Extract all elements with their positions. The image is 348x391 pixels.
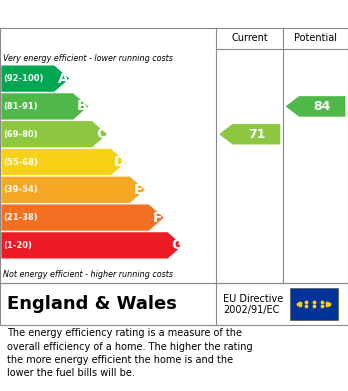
Text: (39-54): (39-54) bbox=[3, 185, 38, 194]
Text: (92-100): (92-100) bbox=[3, 74, 44, 83]
Text: (81-91): (81-91) bbox=[3, 102, 38, 111]
Polygon shape bbox=[1, 121, 107, 147]
Text: (69-80): (69-80) bbox=[3, 130, 38, 139]
Text: F: F bbox=[153, 211, 163, 224]
Text: (21-38): (21-38) bbox=[3, 213, 38, 222]
Text: 84: 84 bbox=[314, 100, 331, 113]
Polygon shape bbox=[1, 204, 164, 231]
Polygon shape bbox=[1, 149, 126, 175]
Text: D: D bbox=[114, 155, 126, 169]
Polygon shape bbox=[1, 65, 69, 92]
Polygon shape bbox=[1, 93, 88, 120]
Text: 2002/91/EC: 2002/91/EC bbox=[223, 305, 280, 315]
Polygon shape bbox=[219, 124, 280, 144]
Text: B: B bbox=[77, 99, 87, 113]
Text: EU Directive: EU Directive bbox=[223, 294, 284, 304]
Text: G: G bbox=[171, 239, 182, 252]
Text: Current: Current bbox=[231, 34, 268, 43]
Text: (55-68): (55-68) bbox=[3, 158, 38, 167]
Polygon shape bbox=[285, 96, 346, 117]
Text: Potential: Potential bbox=[294, 34, 337, 43]
Text: (1-20): (1-20) bbox=[3, 241, 32, 250]
Text: Very energy efficient - lower running costs: Very energy efficient - lower running co… bbox=[3, 54, 173, 63]
Text: Not energy efficient - higher running costs: Not energy efficient - higher running co… bbox=[3, 270, 174, 279]
Text: Energy Efficiency Rating: Energy Efficiency Rating bbox=[7, 7, 217, 22]
Text: E: E bbox=[134, 183, 144, 197]
Text: A: A bbox=[58, 72, 69, 86]
Text: C: C bbox=[96, 127, 106, 141]
Bar bbox=[290, 288, 338, 320]
Text: 71: 71 bbox=[248, 128, 265, 141]
Text: The energy efficiency rating is a measure of the
overall efficiency of a home. T: The energy efficiency rating is a measur… bbox=[7, 328, 253, 378]
Polygon shape bbox=[1, 177, 145, 203]
Polygon shape bbox=[1, 232, 183, 258]
Text: England & Wales: England & Wales bbox=[7, 295, 177, 313]
